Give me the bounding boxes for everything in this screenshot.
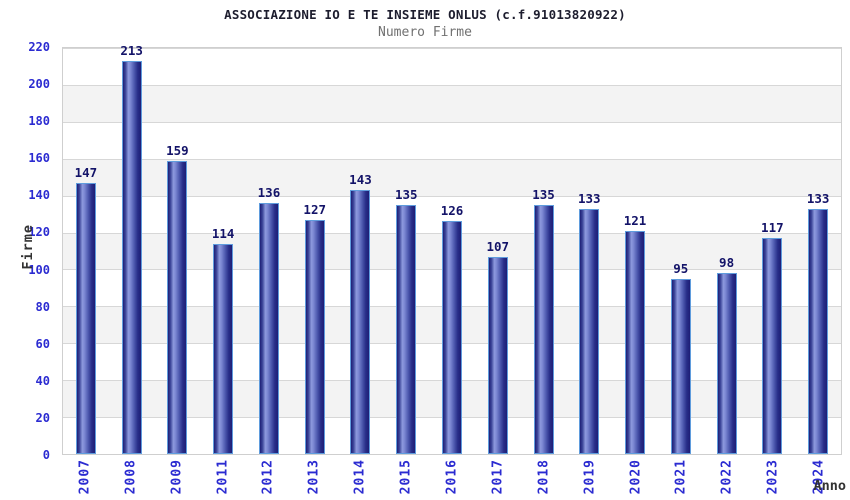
bar-2013 bbox=[304, 219, 325, 454]
bar-value-label: 213 bbox=[120, 42, 143, 58]
x-tick-label: 2012 bbox=[260, 459, 276, 495]
y-tick-label: 160 bbox=[28, 151, 50, 166]
bar-value-label: 127 bbox=[303, 201, 326, 217]
bar-value-label: 121 bbox=[623, 212, 647, 228]
x-tick-label: 2014 bbox=[352, 459, 368, 495]
grid-band bbox=[63, 158, 841, 196]
x-tick-label: 2017 bbox=[490, 459, 506, 495]
y-tick-label: 180 bbox=[28, 114, 50, 129]
gridline bbox=[63, 158, 841, 160]
bar-value-label: 95 bbox=[673, 260, 689, 276]
bar-2016 bbox=[442, 221, 462, 454]
bar-2022 bbox=[716, 273, 737, 454]
x-tick-label: 2013 bbox=[306, 459, 322, 495]
bar-2015 bbox=[396, 204, 417, 454]
bar-value-label: 135 bbox=[394, 186, 418, 202]
bar-2020 bbox=[625, 230, 646, 454]
bar-value-label: 107 bbox=[486, 238, 510, 254]
bar-2009 bbox=[167, 160, 188, 454]
bar-value-label: 159 bbox=[166, 142, 189, 158]
x-tick-label: 2019 bbox=[582, 459, 598, 495]
bar-2012 bbox=[258, 203, 279, 454]
bar-value-label: 136 bbox=[257, 185, 281, 201]
x-tick-label: 2022 bbox=[719, 459, 735, 495]
y-tick-label: 80 bbox=[35, 299, 50, 314]
x-tick-label: 2020 bbox=[628, 459, 644, 495]
bar-2021 bbox=[670, 278, 691, 454]
bar-2007 bbox=[75, 182, 96, 454]
bars-layer: 147 213 159 114 136 127 143 135 126 107 135 133 121 9… bbox=[63, 43, 841, 454]
bar-value-label: 133 bbox=[806, 190, 830, 206]
bar-2017 bbox=[487, 256, 508, 454]
gridline bbox=[63, 121, 841, 123]
gridline bbox=[63, 48, 841, 49]
x-tick-label: 2008 bbox=[123, 459, 139, 495]
bar-value-label: 143 bbox=[349, 172, 372, 188]
bar-2024 bbox=[808, 208, 829, 454]
x-tick-label: 2021 bbox=[673, 459, 689, 495]
y-tick-label: 60 bbox=[35, 336, 50, 351]
bar-2023 bbox=[762, 238, 783, 454]
bar-2014 bbox=[350, 190, 371, 454]
gridline bbox=[63, 195, 841, 197]
y-tick-label: 120 bbox=[28, 225, 50, 240]
x-tick-label: 2016 bbox=[444, 459, 460, 495]
x-tick-label: 2009 bbox=[169, 459, 185, 495]
bar-2018 bbox=[533, 204, 554, 454]
x-tick-label: 2023 bbox=[765, 459, 781, 495]
y-tick-label: 0 bbox=[42, 448, 50, 462]
gridline bbox=[63, 84, 841, 86]
y-tick-label: 220 bbox=[28, 40, 50, 54]
y-axis-ticks: 0 20 40 60 80 100 120 140 160 180 200 220 bbox=[0, 40, 50, 462]
bar-2011 bbox=[213, 243, 234, 454]
bar-2019 bbox=[579, 208, 600, 454]
bar-value-label: 114 bbox=[211, 225, 235, 241]
bar-2008 bbox=[121, 60, 142, 454]
bar-value-label: 133 bbox=[577, 190, 601, 206]
plot-area: 147 213 159 114 136 127 143 135 126 107 135 133 121 9… bbox=[62, 43, 842, 455]
grid-band bbox=[63, 84, 841, 122]
bar-value-label: 135 bbox=[532, 186, 555, 202]
bar-value-label: 147 bbox=[74, 164, 98, 180]
y-tick-label: 20 bbox=[35, 410, 50, 425]
y-tick-label: 200 bbox=[28, 77, 50, 92]
chart-title: ASSOCIAZIONE IO E TE INSIEME ONLUS (c.f.… bbox=[224, 7, 626, 22]
x-tick-label: 2018 bbox=[536, 459, 552, 495]
y-tick-label: 100 bbox=[28, 262, 50, 277]
x-tick-label: 2015 bbox=[398, 459, 414, 495]
x-axis-ticks: 2007 2008 2009 2011 2012 2013 2014 2015 2016 2017… bbox=[62, 459, 842, 499]
y-tick-label: 140 bbox=[28, 188, 50, 203]
y-tick-label: 40 bbox=[35, 373, 50, 388]
chart-subtitle: Numero Firme bbox=[378, 25, 472, 40]
y-axis-title: Firme bbox=[20, 224, 36, 270]
bar-value-label: 126 bbox=[440, 203, 464, 219]
x-tick-label: 2011 bbox=[215, 459, 231, 495]
bar-value-label: 117 bbox=[761, 220, 784, 236]
x-tick-label: 2007 bbox=[77, 459, 93, 495]
bar-value-label: 98 bbox=[719, 255, 735, 271]
x-axis-title: Anno bbox=[813, 478, 846, 494]
